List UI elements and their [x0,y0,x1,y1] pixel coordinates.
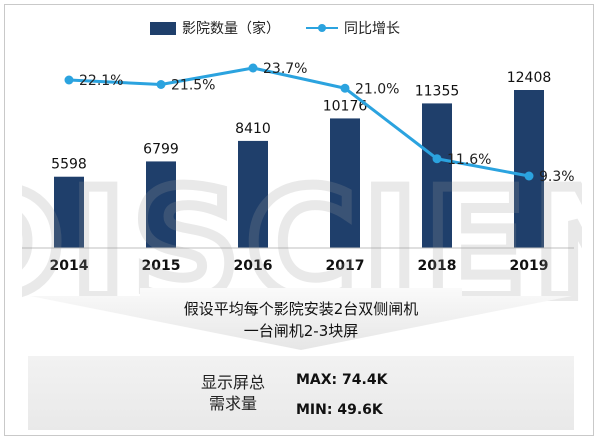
growth-point-2015 [156,80,166,89]
growth-point-2019 [524,171,534,181]
bar-2014 [54,176,84,248]
bar-2015 [146,161,176,248]
bar-value-label-2019: 12408 [507,70,552,86]
growth-line-series: 22.1% 21.5% 23.7% 21.0% 11.6% 9.3% [64,61,575,185]
x-tick-2017: 2017 [326,258,365,274]
growth-point-2014 [64,75,74,85]
growth-label-2014: 22.1% [79,73,123,89]
growth-point-2018 [432,154,442,164]
assumption-callout: 假设平均每个影院安装2台双侧闸机 一台闸机2-3块屏 [30,288,572,350]
growth-label-2019: 9.3% [539,169,575,185]
x-tick-2019: 2019 [510,258,549,274]
summary-label-line-2: 需求量 [208,394,257,413]
bar-2018 [422,103,452,249]
bar-value-label-2017: 10176 [323,98,368,114]
legend-label-line: 同比增长 [344,21,400,37]
bar-value-label-2018: 11355 [415,83,460,99]
bar-2017 [330,118,360,248]
bar-value-label-2016: 8410 [235,121,271,137]
legend-item-line: 同比增长 [306,18,400,38]
bar-value-label-2014: 5598 [51,157,87,173]
x-tick-2014: 2014 [50,258,89,274]
growth-label-2016: 23.7% [263,61,307,77]
growth-label-2017: 21.0% [355,81,399,97]
x-axis-ticks: 2014 2015 2016 2017 2018 2019 [50,258,549,274]
summary-min: MIN: 49.6K [296,402,383,418]
figure-frame [4,4,594,436]
chart-legend: 影院数量（家） 同比增长 [150,18,426,38]
growth-point-2017 [340,83,350,93]
chart-canvas: 5598 6799 8410 10176 11355 12408 22.1% 21.5% 23… [22,61,575,274]
legend-item-bars: 影院数量（家） [150,18,280,38]
growth-line [68,66,530,178]
legend-label-bars: 影院数量（家） [182,21,280,37]
summary-label-line-1: 显示屏总 [200,373,265,392]
summary-panel: 显示屏总 需求量 MAX: 74.4K MIN: 49.6K [28,356,574,430]
x-tick-2018: 2018 [418,258,457,274]
bar-series: 5598 6799 8410 10176 11355 12408 [51,70,552,249]
x-tick-2016: 2016 [234,258,273,274]
growth-label-2015: 21.5% [171,78,215,94]
bar-2016 [238,140,268,248]
summary-max: MAX: 74.4K [296,372,388,388]
bar-value-label-2015: 6799 [143,141,179,157]
x-tick-2015: 2015 [142,258,181,274]
legend-line-swatch [306,22,338,34]
growth-label-2018: 11.6% [447,152,491,168]
legend-bar-swatch [150,21,176,35]
callout-line-2: 一台闸机2-3块屏 [243,322,359,340]
growth-point-2016 [248,63,258,73]
callout-line-1: 假设平均每个影院安装2台双侧闸机 [183,300,419,318]
bar-2019 [514,90,544,248]
summary-label: 显示屏总 需求量 [188,372,278,414]
